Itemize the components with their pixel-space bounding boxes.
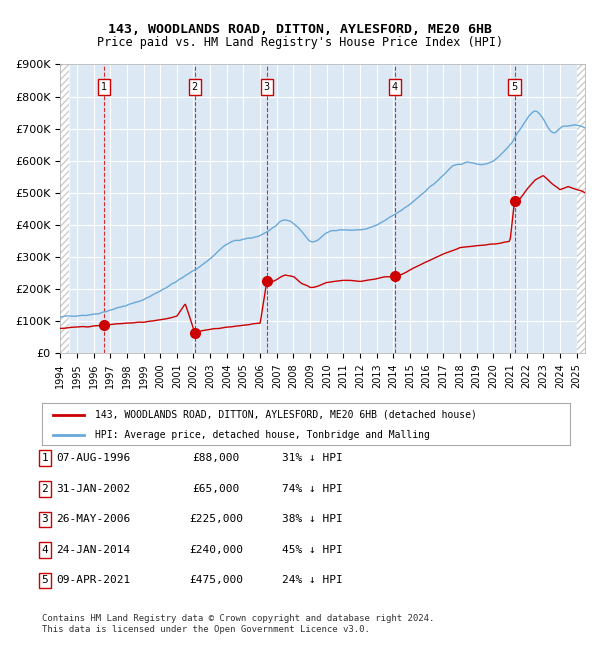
Text: 4: 4 xyxy=(41,545,49,555)
Text: 2: 2 xyxy=(41,484,49,494)
Text: 24-JAN-2014: 24-JAN-2014 xyxy=(56,545,130,555)
Text: £88,000: £88,000 xyxy=(193,453,239,463)
Text: 74% ↓ HPI: 74% ↓ HPI xyxy=(281,484,343,494)
Text: 31% ↓ HPI: 31% ↓ HPI xyxy=(281,453,343,463)
Text: 24% ↓ HPI: 24% ↓ HPI xyxy=(281,575,343,586)
Text: 3: 3 xyxy=(264,82,270,92)
Text: 45% ↓ HPI: 45% ↓ HPI xyxy=(281,545,343,555)
Text: 143, WOODLANDS ROAD, DITTON, AYLESFORD, ME20 6HB (detached house): 143, WOODLANDS ROAD, DITTON, AYLESFORD, … xyxy=(95,410,476,420)
Text: 1: 1 xyxy=(100,82,107,92)
Text: £65,000: £65,000 xyxy=(193,484,239,494)
Text: 4: 4 xyxy=(392,82,398,92)
Bar xyxy=(60,64,68,354)
Text: HPI: Average price, detached house, Tonbridge and Malling: HPI: Average price, detached house, Tonb… xyxy=(95,430,430,439)
Bar xyxy=(60,64,68,354)
Text: 38% ↓ HPI: 38% ↓ HPI xyxy=(281,514,343,525)
Text: 1: 1 xyxy=(41,453,49,463)
Text: 26-MAY-2006: 26-MAY-2006 xyxy=(56,514,130,525)
Text: 3: 3 xyxy=(41,514,49,525)
Text: 5: 5 xyxy=(511,82,518,92)
Text: 31-JAN-2002: 31-JAN-2002 xyxy=(56,484,130,494)
Text: £225,000: £225,000 xyxy=(189,514,243,525)
Text: 5: 5 xyxy=(41,575,49,586)
Bar xyxy=(577,64,585,354)
Text: 07-AUG-1996: 07-AUG-1996 xyxy=(56,453,130,463)
Text: 2: 2 xyxy=(192,82,198,92)
Text: 143, WOODLANDS ROAD, DITTON, AYLESFORD, ME20 6HB: 143, WOODLANDS ROAD, DITTON, AYLESFORD, … xyxy=(108,23,492,36)
Bar xyxy=(577,64,585,354)
Text: Contains HM Land Registry data © Crown copyright and database right 2024.
This d: Contains HM Land Registry data © Crown c… xyxy=(42,614,434,634)
Bar xyxy=(60,64,68,354)
Bar xyxy=(577,64,585,354)
Text: 09-APR-2021: 09-APR-2021 xyxy=(56,575,130,586)
Text: £240,000: £240,000 xyxy=(189,545,243,555)
Text: £475,000: £475,000 xyxy=(189,575,243,586)
Text: Price paid vs. HM Land Registry's House Price Index (HPI): Price paid vs. HM Land Registry's House … xyxy=(97,36,503,49)
